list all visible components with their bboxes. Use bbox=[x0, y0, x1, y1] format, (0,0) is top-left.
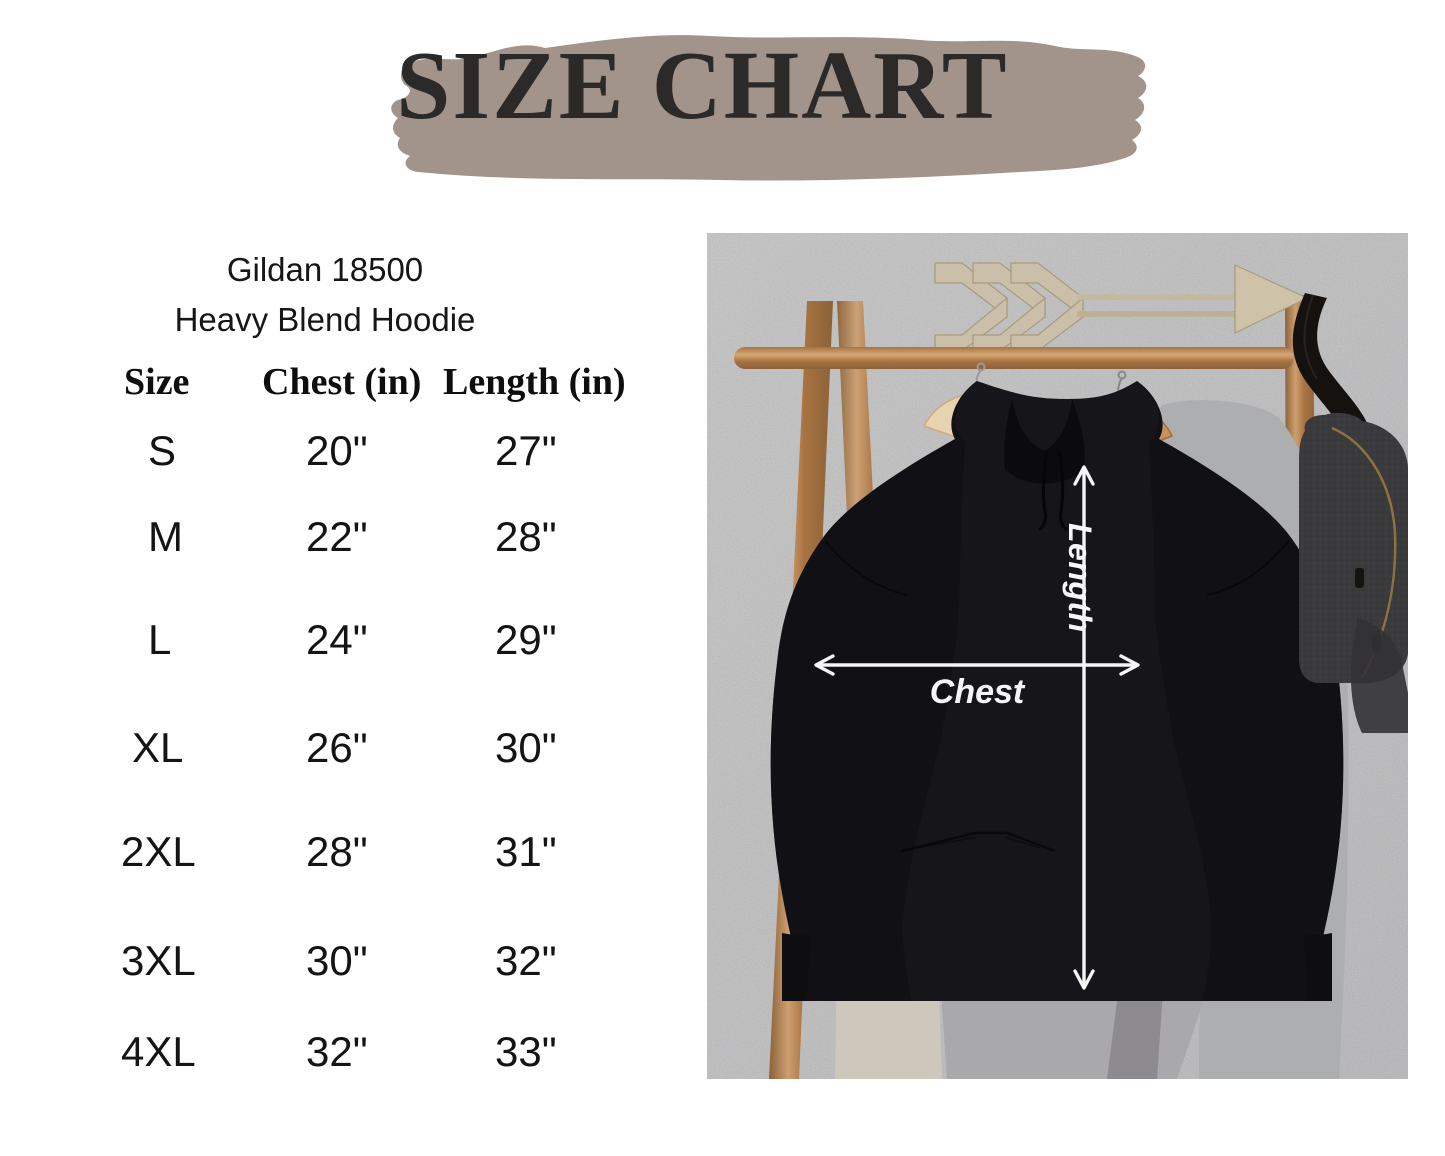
svg-text:Length: Length bbox=[1062, 523, 1098, 633]
svg-text:Chest: Chest bbox=[930, 673, 1026, 711]
